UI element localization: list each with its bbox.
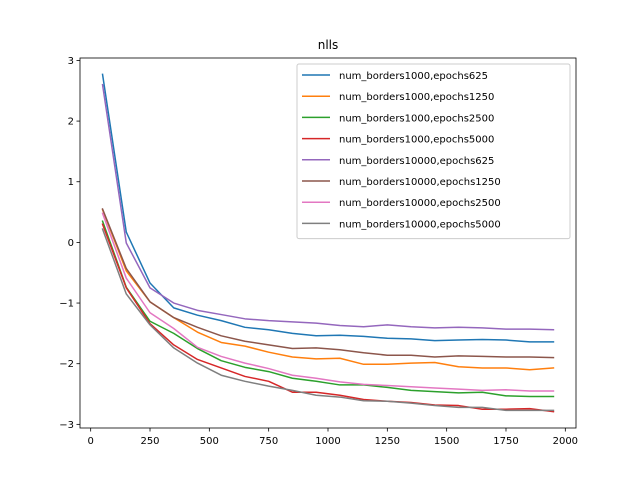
plot-lines xyxy=(101,73,555,413)
y-tick-label: 1 xyxy=(68,177,74,188)
y-tick-label: 3 xyxy=(68,56,74,67)
y-tick-label: −1 xyxy=(59,299,74,310)
y-tick-label: −3 xyxy=(59,420,74,431)
legend-label: num_borders10000,epochs625 xyxy=(339,156,494,167)
y-axis: −3 −2 −1 0 1 2 3 xyxy=(59,56,80,431)
x-tick-label: 250 xyxy=(140,436,159,447)
series-line-3 xyxy=(101,220,555,398)
legend-label: num_borders1000,epochs5000 xyxy=(339,135,494,146)
x-tick-label: 750 xyxy=(259,436,278,447)
chart-title: nlls xyxy=(318,38,339,52)
legend-label: num_borders1000,epochs2500 xyxy=(339,113,494,124)
y-tick-label: −2 xyxy=(59,359,74,370)
legend-label: num_borders1000,epochs625 xyxy=(339,71,488,82)
legend-label: num_borders10000,epochs2500 xyxy=(339,198,501,209)
series-line-1 xyxy=(101,73,555,343)
series-line-7 xyxy=(101,212,555,392)
legend-box xyxy=(296,63,571,240)
x-tick-label: 1250 xyxy=(375,436,400,447)
series-line-5 xyxy=(101,83,555,331)
legend-label: num_borders1000,epochs1250 xyxy=(339,92,494,103)
series-line-8 xyxy=(101,228,555,412)
x-tick-label: 2000 xyxy=(553,436,578,447)
x-tick-label: 1500 xyxy=(434,436,459,447)
x-tick-label: 500 xyxy=(200,436,219,447)
x-tick-label: 1000 xyxy=(315,436,340,447)
series-line-6 xyxy=(101,208,555,359)
series-line-4 xyxy=(101,223,555,413)
x-tick-label: 0 xyxy=(87,436,93,447)
legend: num_borders1000,epochs625 num_borders1000… xyxy=(296,63,571,240)
x-axis: 0 250 500 750 1000 1250 1500 1750 2000 xyxy=(87,428,578,447)
x-tick-label: 1750 xyxy=(493,436,518,447)
y-tick-label: 2 xyxy=(68,117,74,128)
legend-label: num_borders10000,epochs1250 xyxy=(339,177,501,188)
legend-label: num_borders10000,epochs5000 xyxy=(339,219,501,230)
y-tick-label: 0 xyxy=(68,238,74,249)
